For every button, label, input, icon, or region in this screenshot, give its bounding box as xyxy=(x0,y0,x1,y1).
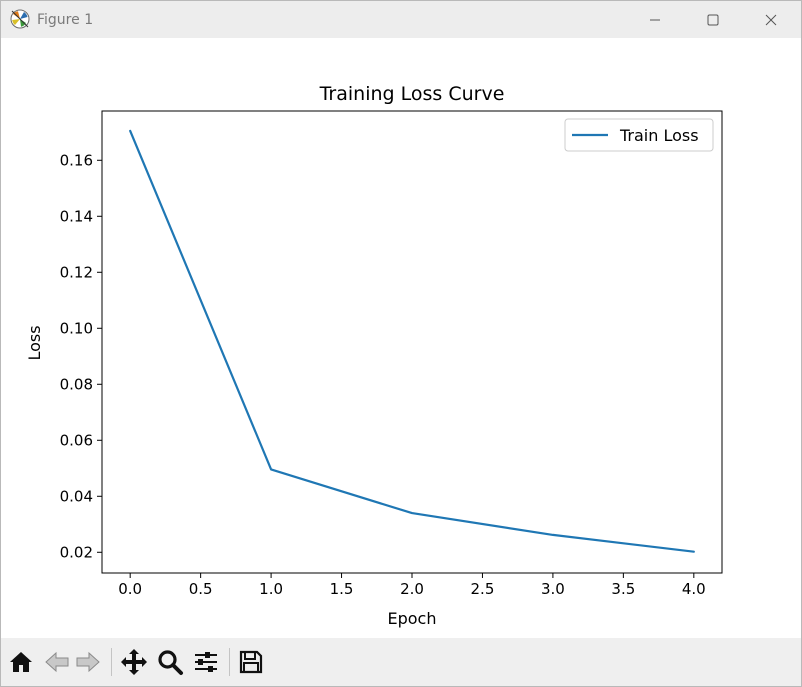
legend-box xyxy=(564,118,714,152)
x-tick-label: 0.5 xyxy=(189,580,213,598)
navigation-toolbar xyxy=(1,638,801,686)
chart-title: Training Loss Curve xyxy=(319,83,505,105)
pan-button[interactable] xyxy=(119,647,149,677)
x-tick-label: 1.5 xyxy=(330,580,354,598)
legend-label: Train Loss xyxy=(619,126,699,145)
axes-frame xyxy=(101,110,723,574)
save-icon xyxy=(239,650,263,674)
x-tick-label: 2.5 xyxy=(471,580,495,598)
close-button[interactable] xyxy=(742,1,800,38)
minimize-icon xyxy=(650,19,660,20)
plot-lines xyxy=(129,129,695,553)
x-tick-label: 3.5 xyxy=(611,580,635,598)
y-tick-label: 0.08 xyxy=(60,375,93,393)
zoom-button[interactable] xyxy=(155,647,185,677)
x-tick-label: 0.0 xyxy=(118,580,142,598)
zoom-icon xyxy=(158,650,183,675)
y-tick-label: 0.10 xyxy=(60,319,93,337)
y-tick-label: 0.02 xyxy=(60,543,93,561)
y-tick-label: 0.12 xyxy=(60,263,93,281)
x-tick-label: 2.0 xyxy=(400,580,424,598)
y-tick-label: 0.04 xyxy=(60,487,93,505)
y-tick-label: 0.06 xyxy=(60,431,93,449)
legend: Train Loss xyxy=(564,118,714,152)
maximize-button[interactable] xyxy=(684,1,742,38)
title-bar: Figure 1 xyxy=(1,1,801,38)
back-icon xyxy=(45,651,69,673)
window-title: Figure 1 xyxy=(37,12,94,28)
x-tick-label: 3.0 xyxy=(541,580,565,598)
pan-icon xyxy=(121,649,147,675)
series-line-1 xyxy=(129,129,695,553)
y-axis-ticks: 0.02 0.04 0.06 0.08 0.10 0.12 0.14 0.16 xyxy=(60,151,102,561)
y-tick-label: 0.14 xyxy=(60,207,93,225)
home-icon xyxy=(10,652,32,672)
forward-icon xyxy=(76,651,100,673)
close-icon xyxy=(765,14,777,25)
figure-canvas: Training Loss Curve 0.02 0.04 0.06 0.08 0.10… xyxy=(1,38,801,638)
configure-subplots-icon xyxy=(195,652,217,672)
home-button[interactable] xyxy=(6,647,36,677)
x-axis-ticks: 0.0 0.5 1.0 1.5 2.0 2.5 3.0 3.5 4.0 xyxy=(118,573,706,598)
minimize-button[interactable] xyxy=(626,1,684,38)
save-button[interactable] xyxy=(236,647,266,677)
y-axis-label: Loss xyxy=(25,325,44,360)
x-axis-label: Epoch xyxy=(388,609,437,628)
matplotlib-figure-icon xyxy=(10,9,30,29)
forward-button[interactable] xyxy=(73,647,103,677)
configure-subplots-button[interactable] xyxy=(191,647,221,677)
x-tick-label: 4.0 xyxy=(682,580,706,598)
chart: Training Loss Curve 0.02 0.04 0.06 0.08 0.10… xyxy=(25,83,723,628)
maximize-icon xyxy=(707,14,719,25)
x-tick-label: 1.0 xyxy=(259,580,283,598)
y-tick-label: 0.16 xyxy=(60,151,93,169)
toolbar-separator xyxy=(111,648,112,676)
toolbar-separator xyxy=(229,648,230,676)
back-button[interactable] xyxy=(42,647,72,677)
